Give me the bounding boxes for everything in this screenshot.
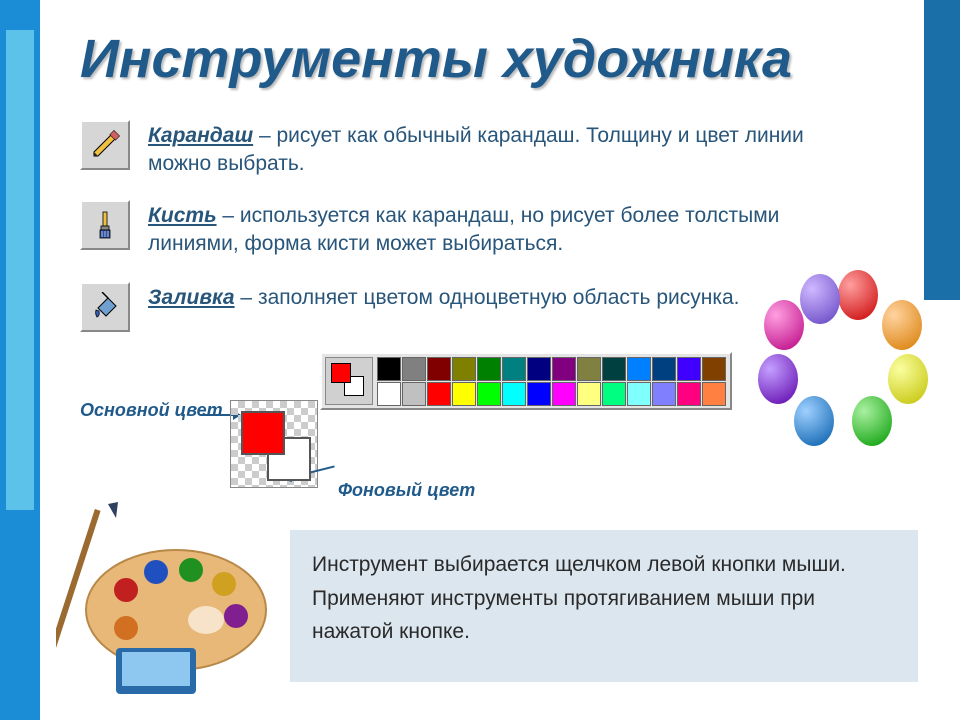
palette-color[interactable]: [502, 357, 526, 381]
background-color-label: Фоновый цвет: [338, 480, 475, 501]
pencil-text: Карандаш – рисует как обычный карандаш. …: [148, 120, 860, 179]
palette-color[interactable]: [427, 382, 451, 406]
palette-color[interactable]: [477, 357, 501, 381]
palette-color[interactable]: [427, 357, 451, 381]
instruction-line-1: Инструмент выбирается щелчком левой кноп…: [312, 548, 896, 582]
instructions-box: Инструмент выбирается щелчком левой кноп…: [290, 530, 918, 682]
balloon-icon: [800, 274, 840, 324]
tool-row-fill: Заливка – заполняет цветом одноцветную о…: [80, 282, 860, 332]
artist-palette-graphic: [56, 500, 276, 700]
palette-color[interactable]: [452, 357, 476, 381]
palette-color[interactable]: [402, 382, 426, 406]
palette-color[interactable]: [377, 357, 401, 381]
balloon-icon: [764, 300, 804, 350]
color-palette: [320, 352, 732, 410]
fill-desc: – заполняет цветом одноцветную область р…: [235, 286, 740, 309]
palette-grid: [377, 357, 726, 406]
fill-text: Заливка – заполняет цветом одноцветную о…: [148, 282, 740, 312]
pencil-icon[interactable]: [80, 120, 130, 170]
palette-color[interactable]: [627, 382, 651, 406]
left-stripe: [0, 0, 40, 720]
brush-name: Кисть: [148, 204, 217, 227]
palette-color[interactable]: [602, 382, 626, 406]
palette-color[interactable]: [577, 357, 601, 381]
balloon-icon: [852, 396, 892, 446]
palette-current-fg: [331, 363, 351, 383]
page-title: Инструменты художника: [80, 28, 792, 90]
brush-desc: – используется как карандаш, но рисует б…: [148, 204, 779, 255]
palette-color[interactable]: [602, 357, 626, 381]
palette-color[interactable]: [527, 357, 551, 381]
color-indicator[interactable]: [230, 400, 318, 488]
instruction-line-2: Применяют инструменты протягиванием мыши…: [312, 582, 896, 649]
fill-icon[interactable]: [80, 282, 130, 332]
palette-color[interactable]: [702, 382, 726, 406]
tool-row-pencil: Карандаш – рисует как обычный карандаш. …: [80, 120, 860, 179]
right-stripe: [924, 0, 960, 300]
brush-icon[interactable]: [80, 200, 130, 250]
palette-color[interactable]: [402, 357, 426, 381]
balloon-icon: [794, 396, 834, 446]
palette-color[interactable]: [502, 382, 526, 406]
palette-color[interactable]: [652, 382, 676, 406]
palette-color[interactable]: [552, 382, 576, 406]
balloons-graphic: [748, 270, 928, 450]
palette-color[interactable]: [702, 357, 726, 381]
palette-color[interactable]: [527, 382, 551, 406]
palette-color[interactable]: [677, 357, 701, 381]
tool-row-brush: Кисть – используется как карандаш, но ри…: [80, 200, 860, 259]
palette-color[interactable]: [477, 382, 501, 406]
palette-color[interactable]: [552, 357, 576, 381]
palette-color[interactable]: [652, 357, 676, 381]
palette-color[interactable]: [627, 357, 651, 381]
brush-text: Кисть – используется как карандаш, но ри…: [148, 200, 860, 259]
primary-color-label: Основной цвет: [80, 400, 223, 421]
palette-color[interactable]: [452, 382, 476, 406]
pencil-name: Карандаш: [148, 124, 253, 147]
palette-color[interactable]: [577, 382, 601, 406]
balloon-icon: [758, 354, 798, 404]
balloon-icon: [882, 300, 922, 350]
palette-current-indicator[interactable]: [325, 357, 373, 405]
left-stripe-inner: [6, 30, 34, 510]
balloon-icon: [838, 270, 878, 320]
fill-name: Заливка: [148, 286, 235, 309]
foreground-swatch[interactable]: [241, 411, 285, 455]
palette-color[interactable]: [377, 382, 401, 406]
palette-color[interactable]: [677, 382, 701, 406]
balloon-icon: [888, 354, 928, 404]
